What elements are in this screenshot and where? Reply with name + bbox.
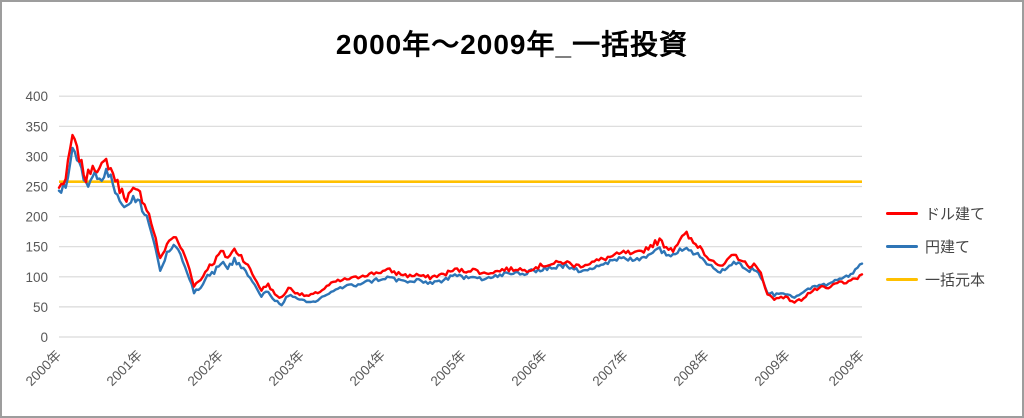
series-line-yen [57, 146, 864, 307]
series-line-usd [57, 133, 864, 304]
principal-line-swatch-icon [886, 277, 918, 281]
chart-title: 2000年～2009年_一括投資 [335, 29, 689, 60]
y-axis-tick-label: 50 [33, 300, 48, 315]
y-axis-tick-label: 300 [25, 149, 48, 164]
legend-label-usd: ドル建て [925, 205, 986, 223]
x-axis-tick-label: 2005年 [428, 348, 469, 389]
y-axis-tick-label: 350 [25, 119, 48, 134]
usd-line-swatch-icon [886, 211, 918, 215]
y-axis-tick-label: 150 [25, 240, 48, 255]
x-axis-tick-label: 2006年 [509, 348, 550, 389]
x-axis-tick-label: 2001年 [104, 348, 145, 389]
x-axis-tick-label: 2009年 [826, 348, 867, 389]
x-axis-tick-label: 2007年 [590, 348, 631, 389]
x-axis-tick-label: 2003年 [266, 348, 307, 389]
legend-item-yen: 円建て [886, 233, 985, 259]
plot-area: 0 50 100 150 200 250 300 350 400 2000年 2001年 2002年 2… [23, 89, 867, 389]
y-axis-tick-label: 250 [25, 180, 48, 195]
y-axis-tick-label: 200 [25, 210, 48, 225]
x-axis-tick-label: 2004年 [347, 348, 388, 389]
y-axis-tick-label: 400 [25, 89, 48, 104]
yen-line-swatch-icon [886, 244, 918, 248]
legend: ドル建て 円建て 一括元本 [886, 200, 985, 292]
x-axis-tick-label: 2002年 [185, 348, 226, 389]
y-axis-tick-label: 100 [25, 270, 48, 285]
legend-item-principal: 一括元本 [886, 266, 985, 292]
x-axis-tick-label: 2008年 [671, 348, 712, 389]
legend-label-principal: 一括元本 [925, 271, 986, 289]
legend-label-yen: 円建て [925, 238, 971, 256]
x-axis-tick-label: 2009年 [751, 348, 792, 389]
y-axis-tick-label: 0 [40, 330, 48, 345]
x-axis-tick-label: 2000年 [23, 348, 64, 389]
legend-item-usd: ドル建て [886, 200, 985, 226]
